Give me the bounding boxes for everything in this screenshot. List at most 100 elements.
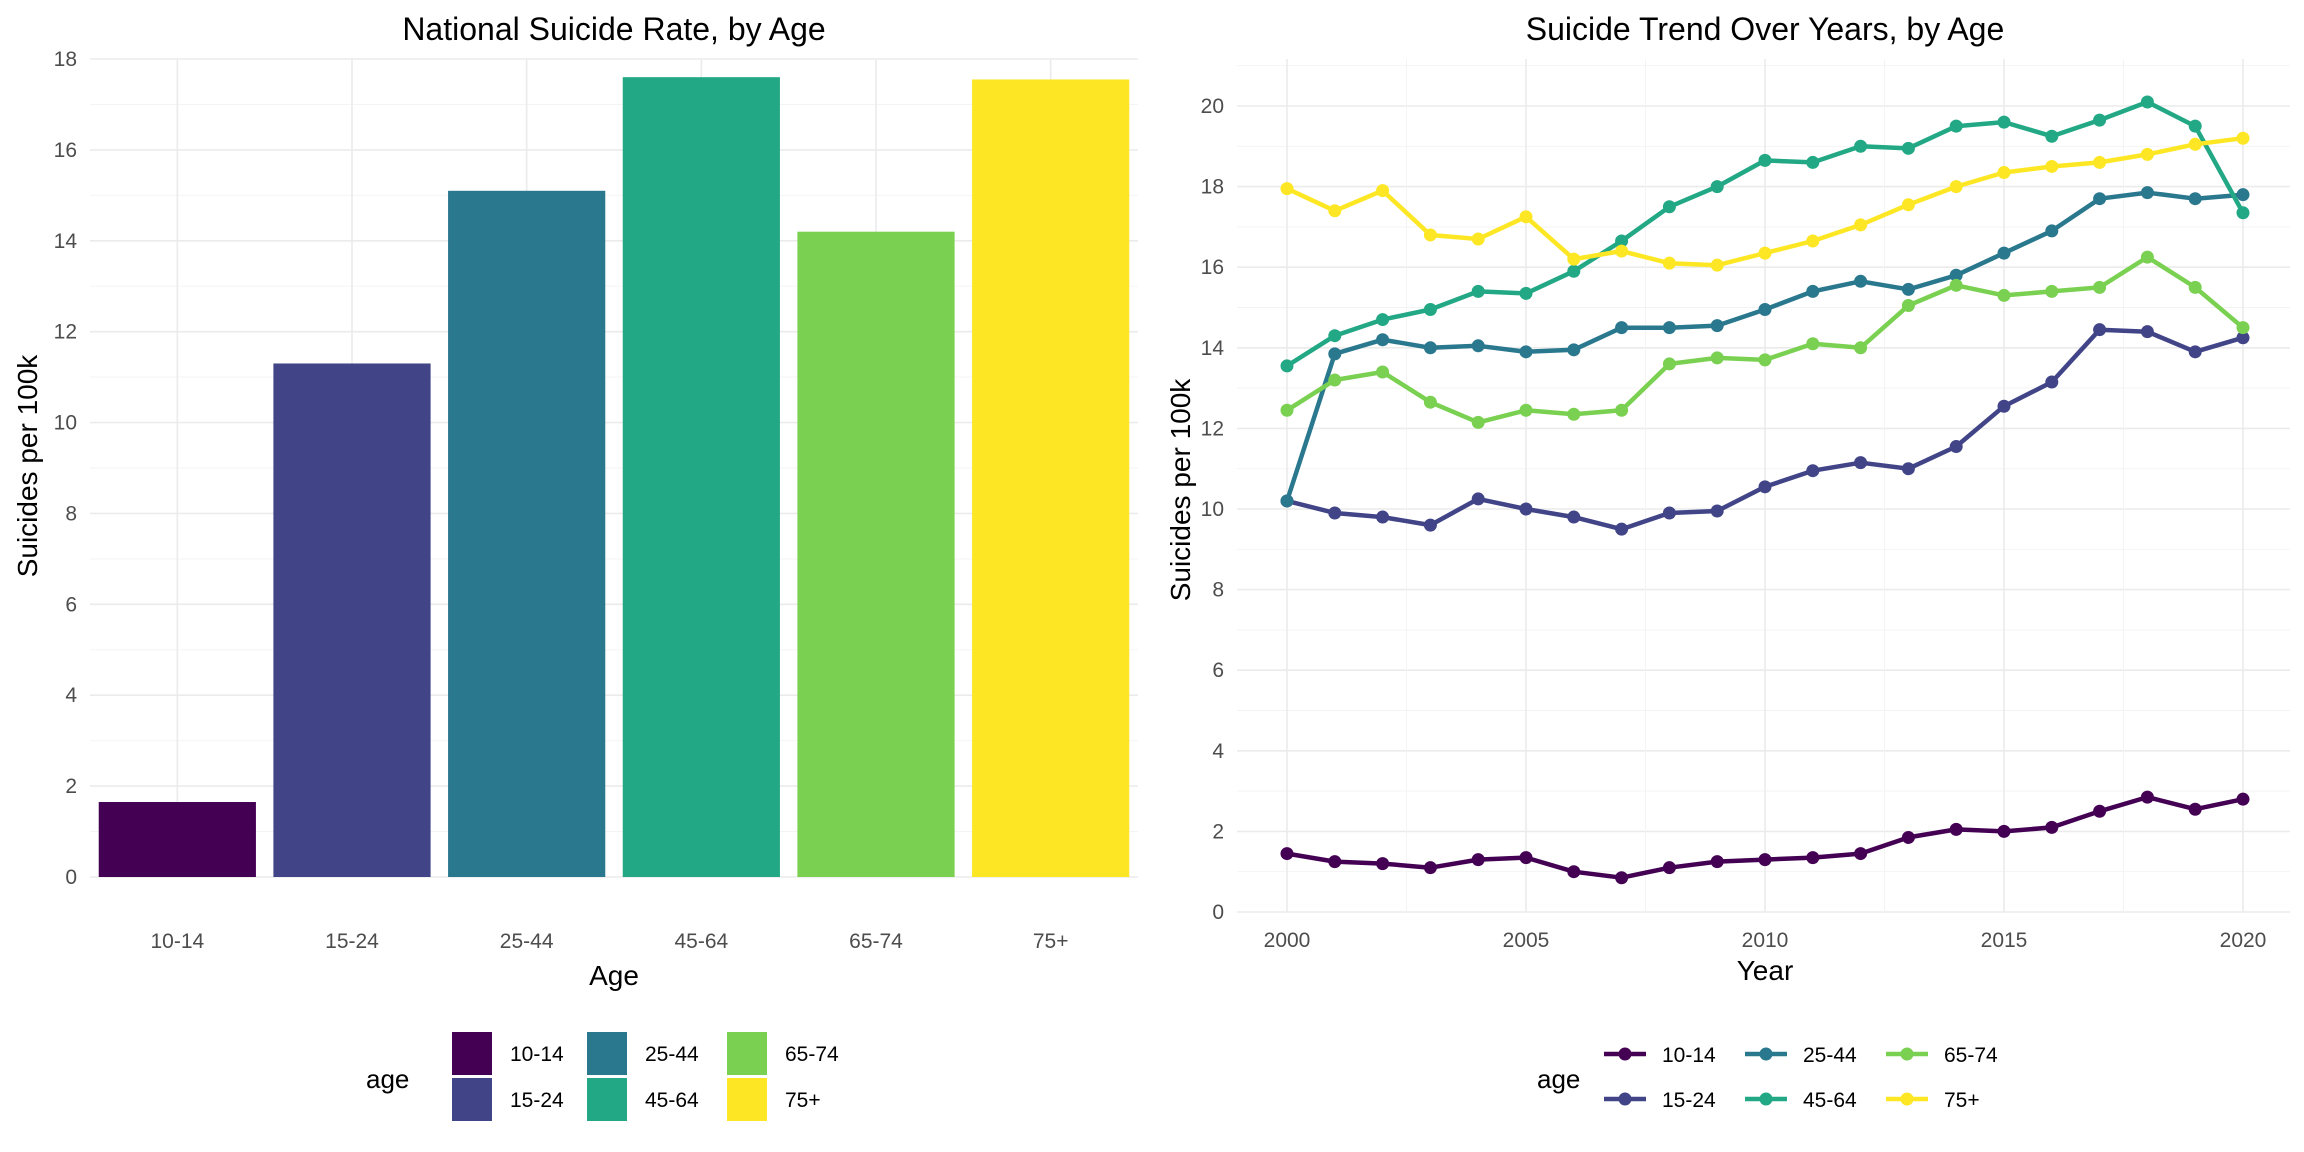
line-legend-label: 65-74 xyxy=(1944,1044,1998,1067)
series-point-65-74 xyxy=(1710,351,1724,365)
series-point-75+ xyxy=(1567,252,1581,266)
bar-x-tick-label: 25-44 xyxy=(500,930,554,953)
bar-y-tick-label: 10 xyxy=(54,412,77,435)
series-point-75+ xyxy=(1519,210,1533,224)
series-point-25-44 xyxy=(1949,268,1963,282)
series-point-10-14 xyxy=(1662,861,1676,875)
series-point-10-14 xyxy=(1710,855,1724,869)
series-point-65-74 xyxy=(1949,278,1963,292)
line-y-tick-label: 2 xyxy=(1212,820,1224,843)
series-point-75+ xyxy=(1471,232,1485,246)
line-legend-marker-10-14 xyxy=(1618,1047,1632,1061)
series-point-10-14 xyxy=(1949,822,1963,836)
series-point-75+ xyxy=(1376,184,1390,198)
line-legend-marker-25-44 xyxy=(1759,1047,1773,1061)
series-point-25-44 xyxy=(1423,341,1437,355)
line-x-tick-label: 2015 xyxy=(1981,929,2028,952)
line-y-tick-label: 20 xyxy=(1201,95,1224,118)
series-point-65-74 xyxy=(1901,298,1915,312)
series-point-45-64 xyxy=(1471,284,1485,298)
series-point-10-14 xyxy=(2140,790,2154,804)
bar-legend-label: 75+ xyxy=(785,1089,821,1112)
series-point-15-24 xyxy=(1662,506,1676,520)
bar-legend-label: 25-44 xyxy=(645,1043,699,1066)
series-point-65-74 xyxy=(2140,250,2154,264)
series-point-15-24 xyxy=(1471,492,1485,506)
series-point-10-14 xyxy=(1615,871,1629,885)
series-point-25-44 xyxy=(1901,282,1915,296)
bar-legend-key-65-74 xyxy=(727,1032,767,1075)
series-point-15-24 xyxy=(1949,440,1963,454)
bar-x-tick-label: 15-24 xyxy=(325,930,379,953)
bar-legend-key-15-24 xyxy=(452,1078,492,1121)
series-point-15-24 xyxy=(1997,399,2011,413)
series-point-25-44 xyxy=(1471,339,1485,353)
line-chart-series xyxy=(1280,95,2250,885)
series-point-15-24 xyxy=(1376,510,1390,524)
series-point-65-74 xyxy=(1423,395,1437,409)
series-point-75+ xyxy=(2236,131,2250,145)
series-point-75+ xyxy=(1806,234,1820,248)
series-point-65-74 xyxy=(2236,321,2250,335)
bar-legend-key-45-64 xyxy=(587,1078,627,1121)
series-point-10-14 xyxy=(2188,802,2202,816)
series-point-15-24 xyxy=(1615,522,1629,536)
bar-x-tick-label: 65-74 xyxy=(849,930,903,953)
series-point-65-74 xyxy=(1519,403,1533,417)
line-legend-marker-65-74 xyxy=(1900,1047,1914,1061)
bar-chart-title: National Suicide Rate, by Age xyxy=(402,11,825,47)
series-point-15-24 xyxy=(1710,504,1724,518)
series-point-45-64 xyxy=(1997,115,2011,129)
line-legend-label: 10-14 xyxy=(1662,1044,1716,1067)
series-point-10-14 xyxy=(1854,847,1868,861)
bar-y-tick-label: 14 xyxy=(54,230,78,253)
series-point-45-64 xyxy=(2093,113,2107,127)
series-point-65-74 xyxy=(1376,365,1390,379)
bar-x-tick-label: 45-64 xyxy=(674,930,728,953)
series-point-25-44 xyxy=(1328,347,1342,361)
series-point-75+ xyxy=(1328,204,1342,218)
series-point-45-64 xyxy=(1615,234,1629,248)
series-75+ xyxy=(1280,131,2250,272)
series-point-65-74 xyxy=(2188,280,2202,294)
series-point-65-74 xyxy=(2093,280,2107,294)
series-point-75+ xyxy=(1423,228,1437,242)
series-point-65-74 xyxy=(1758,353,1772,367)
series-point-45-64 xyxy=(1519,286,1533,300)
series-point-25-44 xyxy=(1376,333,1390,347)
series-point-45-64 xyxy=(1423,303,1437,317)
series-point-10-14 xyxy=(1423,861,1437,875)
line-legend-title: age xyxy=(1537,1064,1580,1094)
series-point-65-74 xyxy=(1615,403,1629,417)
line-legend-label: 75+ xyxy=(1944,1089,1980,1112)
bar-y-tick-label: 6 xyxy=(65,593,77,616)
bar-75+ xyxy=(972,79,1130,877)
series-point-15-24 xyxy=(2045,375,2059,389)
series-point-25-44 xyxy=(1280,494,1294,508)
series-point-10-14 xyxy=(1328,855,1342,869)
bar-25-44 xyxy=(448,190,606,878)
series-point-10-14 xyxy=(1376,857,1390,871)
bar-y-tick-label: 0 xyxy=(65,866,77,889)
line-x-tick-label: 2000 xyxy=(1264,929,1311,952)
series-point-25-44 xyxy=(1710,319,1724,333)
bar-chart-x-ticks: 10-14 15-24 25-44 45-64 65-74 75+ xyxy=(150,930,1068,953)
series-point-75+ xyxy=(1758,246,1772,260)
series-point-45-64 xyxy=(2140,95,2154,109)
series-point-15-24 xyxy=(2236,331,2250,345)
bar-y-tick-label: 12 xyxy=(54,321,77,344)
bar-legend-key-25-44 xyxy=(587,1032,627,1075)
series-point-75+ xyxy=(1854,218,1868,232)
series-point-45-64 xyxy=(1280,359,1294,373)
series-point-10-14 xyxy=(1280,847,1294,861)
series-point-25-44 xyxy=(1519,345,1533,359)
series-point-65-74 xyxy=(2045,284,2059,298)
series-point-45-64 xyxy=(1854,139,1868,153)
series-point-65-74 xyxy=(1854,341,1868,355)
series-point-45-64 xyxy=(1806,155,1820,169)
series-point-65-74 xyxy=(1328,373,1342,387)
bar-x-tick-label: 75+ xyxy=(1033,930,1069,953)
series-point-75+ xyxy=(2093,155,2107,169)
line-chart-title: Suicide Trend Over Years, by Age xyxy=(1526,11,2005,47)
line-x-tick-label: 2010 xyxy=(1742,929,1789,952)
